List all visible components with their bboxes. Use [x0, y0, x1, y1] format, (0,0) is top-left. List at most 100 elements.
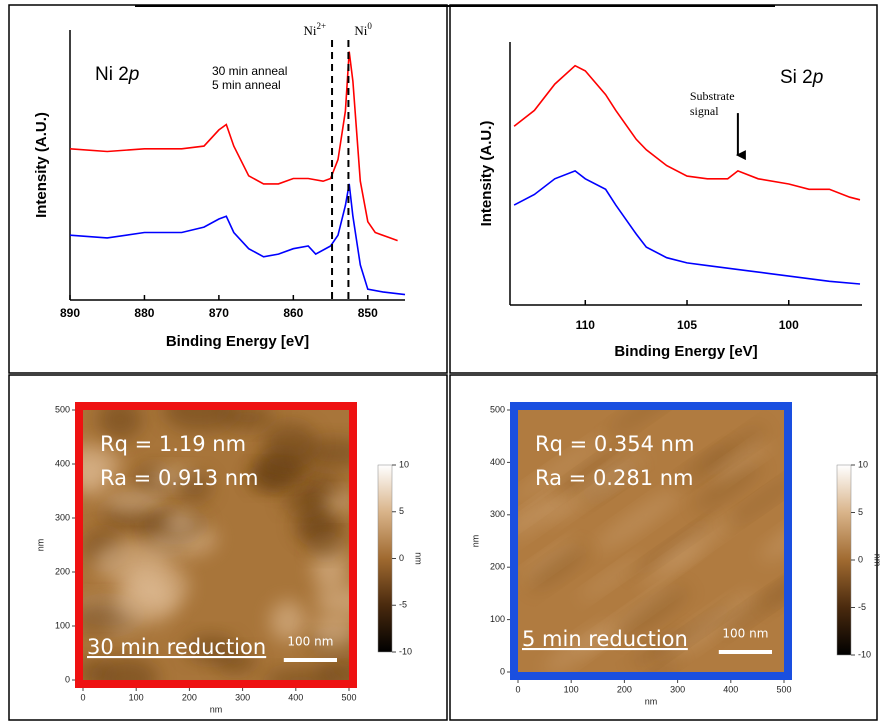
afm-texture	[713, 442, 768, 482]
spectrum-line	[69, 183, 406, 296]
afm-texture	[96, 657, 159, 680]
colorbar	[836, 464, 852, 656]
roughness-annotation: Ra = 0.281 nm	[535, 466, 694, 490]
x-tick-label: 890	[60, 306, 80, 320]
y-tick-label: 300	[55, 512, 70, 522]
x-tick-label: 0	[80, 692, 85, 702]
x-tick-label: 100	[564, 684, 579, 694]
panel-border	[449, 374, 878, 721]
x-tick-label: 105	[677, 318, 697, 332]
x-tick-label: 880	[134, 306, 154, 320]
x-axis-label: nm	[645, 696, 658, 706]
caption: 5 min reduction	[522, 627, 688, 651]
colorbar-tick-label: -5	[399, 600, 407, 610]
x-axis-label: Binding Energy [eV]	[166, 333, 309, 350]
afm-texture	[629, 626, 686, 667]
afm-texture	[310, 614, 349, 650]
y-tick-label: 400	[55, 458, 70, 468]
panel-border	[8, 374, 448, 721]
afm-texture	[175, 471, 212, 503]
afm-texture	[263, 668, 341, 680]
x-tick-label: 500	[776, 684, 791, 694]
reference-label-text: Ni	[303, 23, 316, 38]
colorbar-tick-label: 5	[858, 507, 863, 517]
roughness-annotation: Rq = 0.354 nm	[535, 432, 694, 456]
colorbar	[377, 464, 393, 653]
spectrum-line	[513, 169, 861, 285]
legend-entry: 30 min anneal	[212, 64, 287, 78]
scale-bar-label: 100 nm	[287, 635, 333, 649]
x-tick-label: 860	[283, 306, 303, 320]
y-tick-label: 0	[65, 674, 70, 684]
afm-texture	[725, 472, 784, 528]
afm-texture	[579, 555, 643, 601]
afm-texture	[625, 656, 683, 672]
afm-texture	[102, 489, 169, 514]
annotation: signal	[690, 104, 719, 118]
afm-image	[83, 410, 349, 680]
afm-texture	[594, 489, 682, 552]
x-tick-label: 500	[341, 692, 356, 702]
annotation: Substrate	[690, 89, 735, 103]
y-tick-label: 300	[490, 509, 505, 519]
colorbar-tick-label: -5	[858, 602, 866, 612]
afm-texture	[760, 505, 784, 562]
colorbar-label: nm	[873, 554, 881, 567]
image-frame	[510, 402, 792, 680]
y-axis-label: Intensity (A.U.)	[33, 112, 50, 218]
afm-texture	[618, 586, 690, 638]
x-tick-label: 400	[288, 692, 303, 702]
afm-texture	[263, 422, 318, 463]
x-tick-label: 100	[129, 692, 144, 702]
colorbar-label: nm	[414, 552, 424, 565]
x-tick-label: 850	[358, 306, 378, 320]
afm-texture	[314, 586, 349, 616]
y-tick-label: 400	[490, 457, 505, 467]
x-axis-label: nm	[210, 704, 223, 714]
panel-label: Ni 2p	[95, 64, 139, 85]
panel-border	[8, 4, 448, 374]
x-tick-label: 400	[723, 684, 738, 694]
reference-label: Ni2+	[303, 21, 326, 38]
afm-texture	[527, 545, 588, 590]
reference-label: Ni0	[354, 21, 372, 38]
afm-texture	[115, 580, 176, 625]
panel-label-italic: p	[812, 67, 824, 88]
afm-texture	[92, 540, 170, 584]
afm-texture	[556, 446, 625, 495]
x-tick-label: 300	[235, 692, 250, 702]
x-tick-label: 110	[576, 318, 596, 332]
afm-texture	[518, 496, 568, 540]
colorbar-tick-label: 10	[399, 459, 409, 469]
x-tick-label: 200	[182, 692, 197, 702]
reference-label-text: Ni	[354, 23, 367, 38]
image-frame	[75, 402, 357, 688]
afm-texture	[519, 540, 579, 583]
x-axis-label: Binding Energy [eV]	[614, 343, 757, 360]
spectrum-line	[513, 64, 861, 201]
y-tick-label: 100	[490, 614, 505, 624]
x-tick-label: 300	[670, 684, 685, 694]
y-tick-label: 500	[490, 404, 505, 414]
spectrum-line	[69, 51, 398, 242]
afm-texture	[281, 490, 327, 513]
afm-texture	[324, 492, 349, 513]
afm-texture	[608, 410, 704, 437]
reference-label-sup: 0	[367, 21, 372, 31]
colorbar-tick-label: 0	[858, 554, 863, 564]
roughness-annotation: Ra = 0.913 nm	[100, 466, 259, 490]
panel-border	[449, 4, 878, 374]
y-tick-label: 0	[500, 666, 505, 676]
scale-bar	[718, 650, 772, 654]
x-tick-label: 0	[515, 684, 520, 694]
colorbar-tick-label: 10	[858, 459, 868, 469]
afm-texture	[164, 509, 196, 535]
legend-entry: 5 min anneal	[212, 78, 281, 92]
colorbar-tick-label: -10	[399, 646, 412, 656]
scale-bar-label: 100 nm	[722, 627, 768, 641]
afm-texture	[309, 536, 342, 558]
panel-label-text: Si 2	[780, 67, 813, 88]
afm-image	[518, 410, 784, 672]
afm-texture	[97, 410, 143, 440]
